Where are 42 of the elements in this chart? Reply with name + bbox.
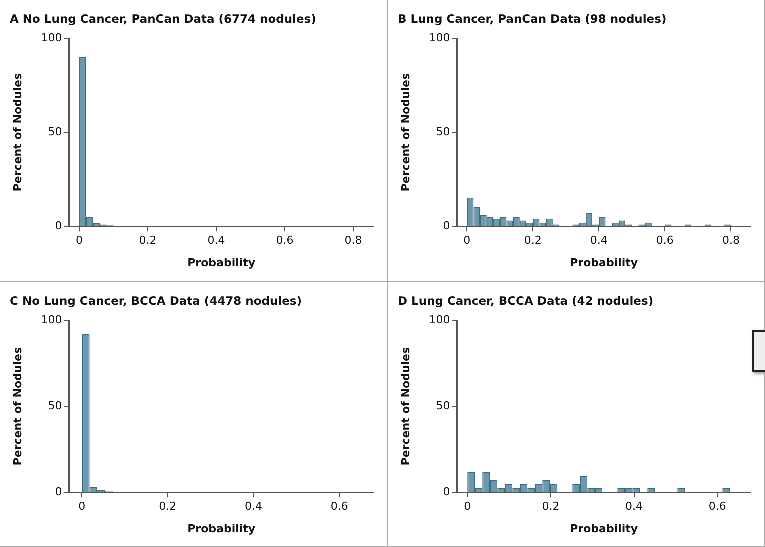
x-tick-label: 0.8 xyxy=(344,234,362,248)
y-tick-label: 100 xyxy=(41,31,62,44)
x-tick-label: 0.6 xyxy=(708,500,726,514)
y-tick-label: 100 xyxy=(429,31,450,44)
x-tick-label: 0 xyxy=(464,500,472,514)
x-tick-label: 0 xyxy=(76,234,83,248)
y-axis-title: Percent of Nodules xyxy=(11,347,24,466)
y-tick-label: 50 xyxy=(436,399,450,412)
y-tick-label: 100 xyxy=(429,313,450,326)
y-tick-label: 0 xyxy=(55,485,62,498)
x-tick-label: 0.4 xyxy=(590,234,608,248)
x-axis-title: Probability xyxy=(188,522,256,536)
x-axis-title: Probability xyxy=(188,256,256,270)
y-tick-label: 0 xyxy=(443,485,450,498)
chart-title: B Lung Cancer, PanCan Data (98 nodules) xyxy=(398,12,667,26)
y-tick-label: 50 xyxy=(48,399,62,412)
x-tick-label: 0.6 xyxy=(276,234,294,248)
y-tick-label: 0 xyxy=(55,219,62,232)
chart-title: D Lung Cancer, BCCA Data (42 nodules) xyxy=(398,294,654,308)
x-tick-label: 0 xyxy=(78,500,86,514)
x-tick-label: 0.8 xyxy=(722,234,740,248)
x-tick-label: 0 xyxy=(464,234,471,248)
x-tick-label: 0.2 xyxy=(542,500,560,514)
chart-title: C No Lung Cancer, BCCA Data (4478 nodules) xyxy=(10,294,302,308)
y-tick-label: 0 xyxy=(443,219,450,232)
x-tick-label: 0.4 xyxy=(245,500,263,514)
y-axis-title: Percent of Nodules xyxy=(399,347,412,466)
y-tick-label: 50 xyxy=(436,125,450,138)
x-tick-label: 0.2 xyxy=(159,500,177,514)
y-axis-title: Percent of Nodules xyxy=(399,73,412,192)
x-tick-label: 0.2 xyxy=(524,234,542,248)
x-tick-label: 0.2 xyxy=(139,234,157,248)
y-tick-label: 50 xyxy=(48,125,62,138)
x-tick-label: 0.4 xyxy=(208,234,226,248)
x-tick-label: 0.6 xyxy=(656,234,674,248)
y-tick-label: 100 xyxy=(41,313,62,326)
chart-title: A No Lung Cancer, PanCan Data (6774 nodules) xyxy=(10,12,316,26)
x-tick-label: 0.6 xyxy=(330,500,348,514)
x-axis-title: Probability xyxy=(570,256,638,270)
x-axis-title: Probability xyxy=(570,522,638,536)
y-axis-title: Percent of Nodules xyxy=(11,73,24,192)
x-tick-label: 0.4 xyxy=(626,500,644,514)
